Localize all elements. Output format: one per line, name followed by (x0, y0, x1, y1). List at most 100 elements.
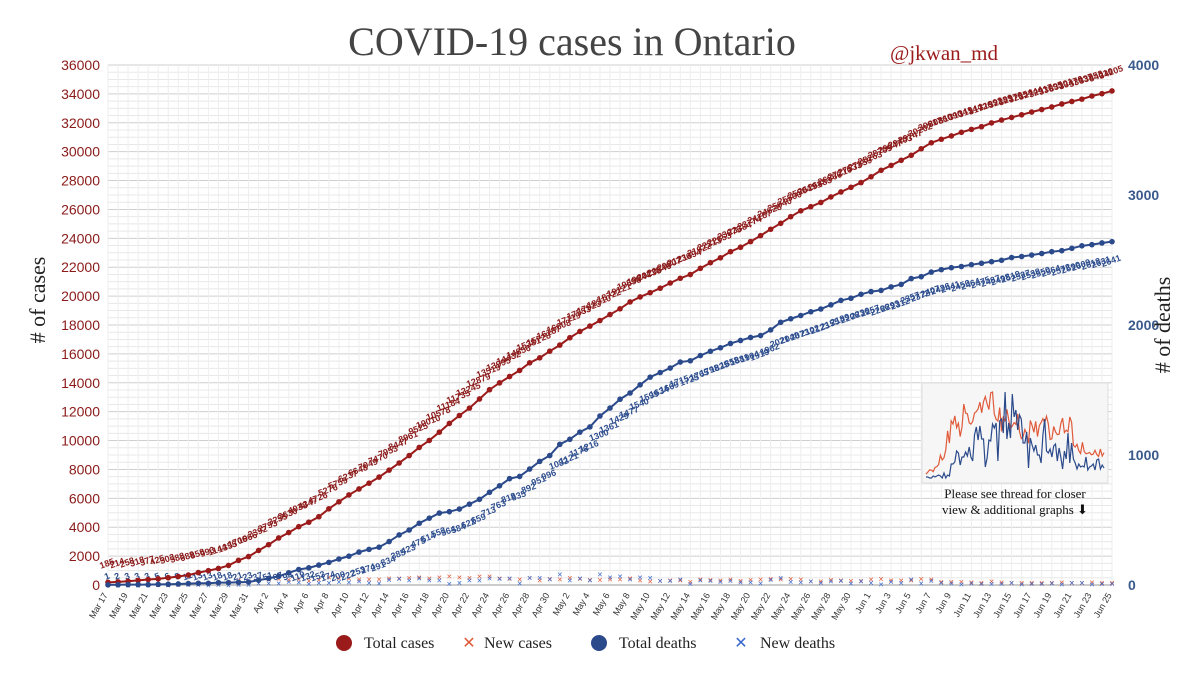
y-tick-right: 3000 (1128, 187, 1159, 203)
total-deaths-point (998, 257, 1005, 264)
total-deaths-point (637, 382, 643, 388)
total-cases-point (436, 429, 443, 436)
new-cases-point: ✕ (1009, 579, 1015, 587)
new-deaths-point: ✕ (527, 575, 533, 583)
total-deaths-data-label: 334 (379, 553, 397, 568)
total-cases-point (215, 565, 222, 572)
total-deaths-point (858, 291, 864, 298)
new-deaths-point: ✕ (707, 578, 713, 586)
total-deaths-point (737, 337, 744, 344)
new-deaths-point: ✕ (838, 578, 844, 586)
new-deaths-point: ✕ (697, 577, 703, 585)
total-deaths-point (135, 581, 141, 588)
total-cases-point (888, 162, 894, 169)
new-deaths-point: ✕ (1009, 579, 1015, 587)
total-cases-point (567, 334, 573, 341)
total-cases-point (777, 220, 784, 227)
total-deaths-point (597, 413, 603, 419)
new-deaths-point: ✕ (507, 575, 513, 583)
total-cases-point (998, 117, 1005, 123)
total-deaths-point (285, 569, 292, 576)
new-cases-point: ✕ (878, 576, 884, 584)
new-cases-point: ✕ (557, 576, 563, 584)
total-deaths-point (446, 508, 453, 515)
new-deaths-point: ✕ (226, 582, 232, 590)
total-deaths-series (105, 238, 1115, 588)
total-cases-point (1069, 98, 1075, 105)
total-cases-point (406, 452, 413, 459)
new-deaths-point: ✕ (718, 578, 724, 586)
y-tick-right: 2000 (1128, 317, 1159, 333)
total-deaths-point (958, 263, 965, 270)
total-cases-point (506, 373, 513, 380)
new-deaths-point: ✕ (567, 577, 573, 585)
inset-new-deaths-line (926, 391, 1105, 480)
total-deaths-point (536, 458, 543, 465)
total-cases-point (306, 519, 312, 526)
total-cases-point (597, 317, 603, 324)
y-axis-right-label: # of deaths (1150, 277, 1175, 374)
new-cases-point: ✕ (567, 575, 573, 583)
total-cases-point (185, 572, 192, 578)
new-cases-point: ✕ (637, 577, 643, 585)
total-deaths-data-label: 713 (480, 504, 498, 519)
legend-label-total-deaths: Total deaths (619, 635, 697, 652)
new-deaths-point: ✕ (416, 575, 422, 583)
total-deaths-point (687, 357, 694, 364)
total-deaths-data-label: 18 (221, 570, 234, 583)
total-cases-point (285, 529, 292, 536)
total-deaths-point (647, 374, 653, 380)
total-deaths-point (848, 295, 854, 302)
total-cases-point (858, 179, 864, 186)
new-cases-point: ✕ (888, 577, 894, 585)
new-deaths-point: ✕ (376, 580, 382, 588)
total-deaths-data-label: 222 (339, 568, 357, 583)
total-deaths-point (195, 580, 202, 587)
new-deaths-point: ✕ (266, 580, 272, 588)
new-deaths-point: ✕ (999, 581, 1005, 589)
new-cases-point: ✕ (647, 578, 653, 586)
total-cases-data-label: 688 (179, 549, 197, 564)
total-deaths-data-label: 132 (299, 569, 317, 584)
total-cases-point (757, 232, 764, 239)
new-cases-point: ✕ (908, 577, 914, 585)
total-cases-point (978, 123, 985, 130)
total-deaths-point (486, 489, 493, 496)
total-deaths-point (1048, 248, 1055, 255)
new-cases-point: ✕ (677, 577, 683, 585)
total-deaths-point (908, 275, 914, 282)
x-tick: May 8 (611, 591, 632, 617)
total-cases-point (255, 547, 262, 554)
new-deaths-point: ✕ (517, 580, 523, 588)
x-tick: Jun 7 (913, 591, 933, 615)
new-deaths-point: ✕ (1089, 581, 1095, 589)
new-deaths-point: ✕ (467, 577, 473, 585)
total-deaths-point (275, 573, 282, 580)
total-cases-point (536, 355, 543, 361)
y-tick-left: 28000 (61, 173, 100, 189)
y-tick-right: 1000 (1128, 447, 1159, 463)
new-cases-point: ✕ (517, 576, 523, 584)
total-cases-point (697, 265, 704, 272)
new-cases-point: ✕ (1019, 579, 1025, 587)
total-deaths-point (808, 308, 814, 315)
total-deaths-point (717, 344, 724, 351)
x-tick: Apr 26 (489, 591, 511, 619)
x-tick: Apr 28 (509, 591, 531, 619)
chart-title: COVID-19 cases in Ontario (348, 19, 796, 64)
new-cases-point: ✕ (396, 575, 402, 583)
total-cases-point (145, 576, 151, 583)
new-deaths-point: ✕ (1069, 580, 1075, 588)
new-cases-point: ✕ (738, 578, 744, 586)
total-deaths-point (777, 319, 784, 326)
total-cases-point (988, 120, 995, 126)
total-cases-data-label: 318 (128, 554, 146, 569)
new-deaths-point: ✕ (537, 574, 543, 582)
legend-marker-total-cases (336, 635, 352, 651)
new-deaths-point: ✕ (1039, 580, 1045, 588)
new-deaths-point: ✕ (788, 578, 794, 586)
x-tick: Apr 22 (449, 591, 471, 619)
total-cases-point (466, 405, 473, 411)
total-cases-point (1018, 111, 1025, 118)
total-deaths-data-label: 1 (103, 571, 111, 582)
